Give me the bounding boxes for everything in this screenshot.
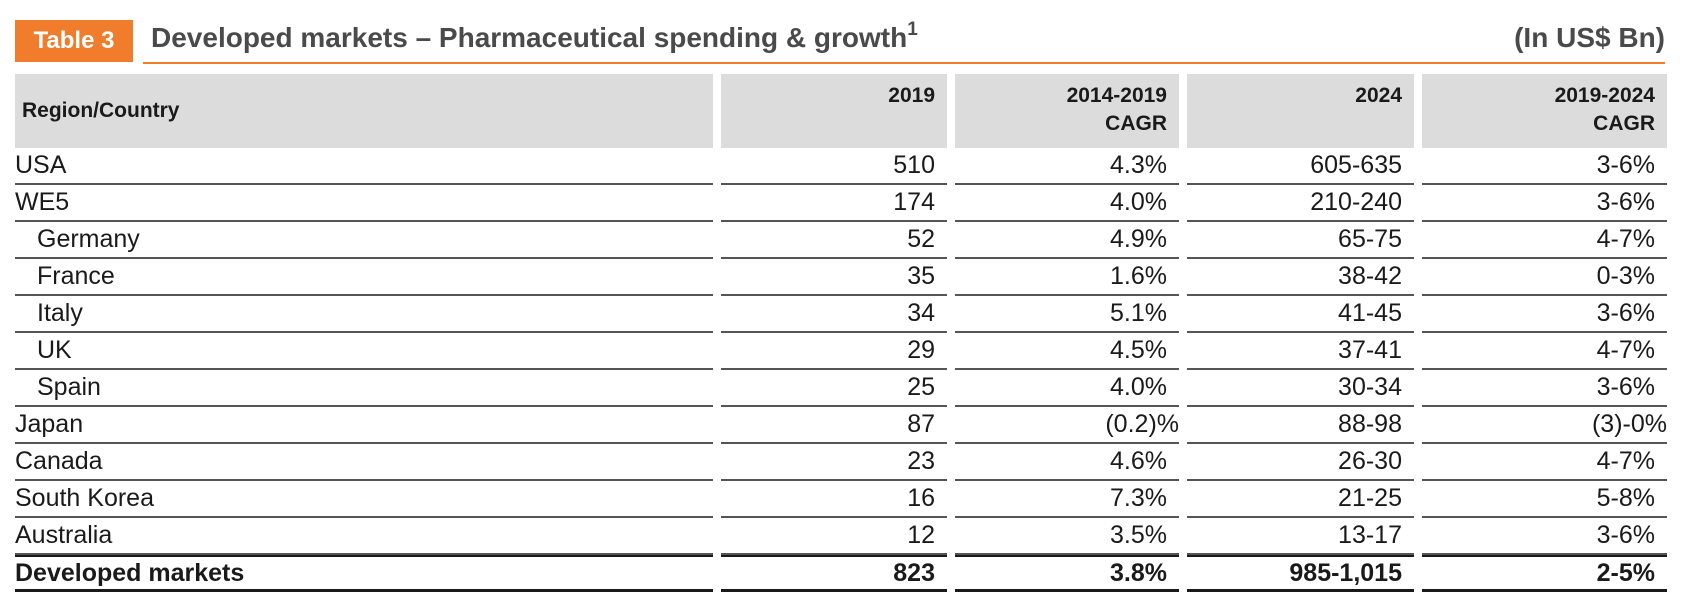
table-row: USA 510 4.3% 605-635 3-6% (15, 148, 1667, 185)
cagr-2019-2024-cell: 0-3% (1422, 259, 1667, 296)
spend-2019-cell: 25 (721, 370, 947, 407)
cagr-2014-2019-cell: 4.3% (955, 148, 1179, 185)
region-cell: WE5 (15, 185, 713, 222)
region-cell: Italy (15, 296, 713, 333)
table-header-row: Region/Country 2019 2014-2019 CAGR 2024 2… (15, 74, 1667, 148)
spend-2019-cell: 34 (721, 296, 947, 333)
spend-2024-cell: 88-98 (1187, 407, 1414, 444)
column-header-label: CAGR (1105, 112, 1167, 135)
total-cagr-2019-2024-cell: 2-5% (1422, 555, 1667, 592)
spend-2024-cell: 210-240 (1187, 185, 1414, 222)
region-cell: Spain (15, 370, 713, 407)
table-title-text: Developed markets – Pharmaceutical spend… (151, 22, 908, 53)
column-header-label: Region/Country (22, 99, 180, 122)
spend-2024-cell: 37-41 (1187, 333, 1414, 370)
total-2024-cell: 985-1,015 (1187, 555, 1414, 592)
region-cell: France (15, 259, 713, 296)
footnote-marker: 1 (907, 19, 918, 40)
cagr-2014-2019-cell: 4.6% (955, 444, 1179, 481)
cagr-2014-2019-cell: 4.0% (955, 185, 1179, 222)
region-cell: Canada (15, 444, 713, 481)
cagr-2019-2024-cell: 3-6% (1422, 370, 1667, 407)
column-header-label: 2019-2024 (1554, 84, 1655, 107)
cagr-2014-2019-cell: 4.5% (955, 333, 1179, 370)
cagr-2014-2019-cell: 7.3% (955, 481, 1179, 518)
unit-label: (In US$ Bn) (1514, 22, 1665, 53)
spend-2024-cell: 41-45 (1187, 296, 1414, 333)
cagr-2019-2024-cell: 4-7% (1422, 222, 1667, 259)
cagr-2019-2024-cell: 3-6% (1422, 185, 1667, 222)
table-row: Spain 25 4.0% 30-34 3-6% (15, 370, 1667, 407)
column-header-cagr-2014-2019: 2014-2019 CAGR (955, 74, 1179, 148)
spend-2019-cell: 29 (721, 333, 947, 370)
cagr-2014-2019-cell: 1.6% (955, 259, 1179, 296)
table-title: Developed markets – Pharmaceutical spend… (151, 19, 918, 54)
spend-2019-cell: 23 (721, 444, 947, 481)
table-number-badge: Table 3 (15, 20, 133, 62)
column-header-label: CAGR (1593, 112, 1655, 135)
table-row: Australia 12 3.5% 13-17 3-6% (15, 518, 1667, 555)
table-row: Germany 52 4.9% 65-75 4-7% (15, 222, 1667, 259)
table-row: Italy 34 5.1% 41-45 3-6% (15, 296, 1667, 333)
region-cell: UK (15, 333, 713, 370)
table-total-row: Developed markets 823 3.8% 985-1,015 2-5… (15, 555, 1667, 592)
column-header-label: 2024 (1355, 84, 1402, 107)
region-cell: USA (15, 148, 713, 185)
region-cell: Germany (15, 222, 713, 259)
column-header-2019: 2019 (721, 74, 947, 148)
cagr-2014-2019-cell: 4.0% (955, 370, 1179, 407)
cagr-2019-2024-cell: 3-6% (1422, 296, 1667, 333)
column-header-label: 2014-2019 (1066, 84, 1167, 107)
spend-2019-cell: 87 (721, 407, 947, 444)
cagr-2014-2019-cell: (0.2)% (955, 407, 1179, 444)
cagr-2019-2024-cell: 3-6% (1422, 148, 1667, 185)
total-region-cell: Developed markets (15, 555, 713, 592)
column-header-label: 2019 (888, 84, 935, 107)
title-bar: Developed markets – Pharmaceutical spend… (143, 20, 1665, 64)
spend-2024-cell: 13-17 (1187, 518, 1414, 555)
region-cell: Japan (15, 407, 713, 444)
spend-2024-cell: 26-30 (1187, 444, 1414, 481)
spend-2024-cell: 38-42 (1187, 259, 1414, 296)
total-cagr-2014-2019-cell: 3.8% (955, 555, 1179, 592)
cagr-2014-2019-cell: 3.5% (955, 518, 1179, 555)
region-cell: South Korea (15, 481, 713, 518)
spend-2019-cell: 35 (721, 259, 947, 296)
spend-2024-cell: 65-75 (1187, 222, 1414, 259)
table-row: South Korea 16 7.3% 21-25 5-8% (15, 481, 1667, 518)
cagr-2014-2019-cell: 4.9% (955, 222, 1179, 259)
table-header: Table 3 Developed markets – Pharmaceutic… (15, 20, 1665, 64)
spend-2019-cell: 52 (721, 222, 947, 259)
table-row: Japan 87 (0.2)% 88-98 (3)-0% (15, 407, 1667, 444)
spend-2019-cell: 12 (721, 518, 947, 555)
table-row: UK 29 4.5% 37-41 4-7% (15, 333, 1667, 370)
cagr-2019-2024-cell: (3)-0% (1422, 407, 1667, 444)
spend-2024-cell: 21-25 (1187, 481, 1414, 518)
spend-2019-cell: 510 (721, 148, 947, 185)
cagr-2014-2019-cell: 5.1% (955, 296, 1179, 333)
cagr-2019-2024-cell: 3-6% (1422, 518, 1667, 555)
cagr-2019-2024-cell: 4-7% (1422, 333, 1667, 370)
spend-2019-cell: 174 (721, 185, 947, 222)
spend-2019-cell: 16 (721, 481, 947, 518)
spend-2024-cell: 30-34 (1187, 370, 1414, 407)
spend-2024-cell: 605-635 (1187, 148, 1414, 185)
cagr-2019-2024-cell: 4-7% (1422, 444, 1667, 481)
column-header-cagr-2019-2024: 2019-2024 CAGR (1422, 74, 1667, 148)
table-row: France 35 1.6% 38-42 0-3% (15, 259, 1667, 296)
region-cell: Australia (15, 518, 713, 555)
table-row: Canada 23 4.6% 26-30 4-7% (15, 444, 1667, 481)
column-header-2024: 2024 (1187, 74, 1414, 148)
data-table: Region/Country 2019 2014-2019 CAGR 2024 2… (15, 74, 1667, 592)
total-2019-cell: 823 (721, 555, 947, 592)
table-body: USA 510 4.3% 605-635 3-6% WE5 174 4.0% 210-240 3-… (15, 148, 1667, 555)
table-row: WE5 174 4.0% 210-240 3-6% (15, 185, 1667, 222)
column-header-region: Region/Country (15, 74, 713, 148)
cagr-2019-2024-cell: 5-8% (1422, 481, 1667, 518)
